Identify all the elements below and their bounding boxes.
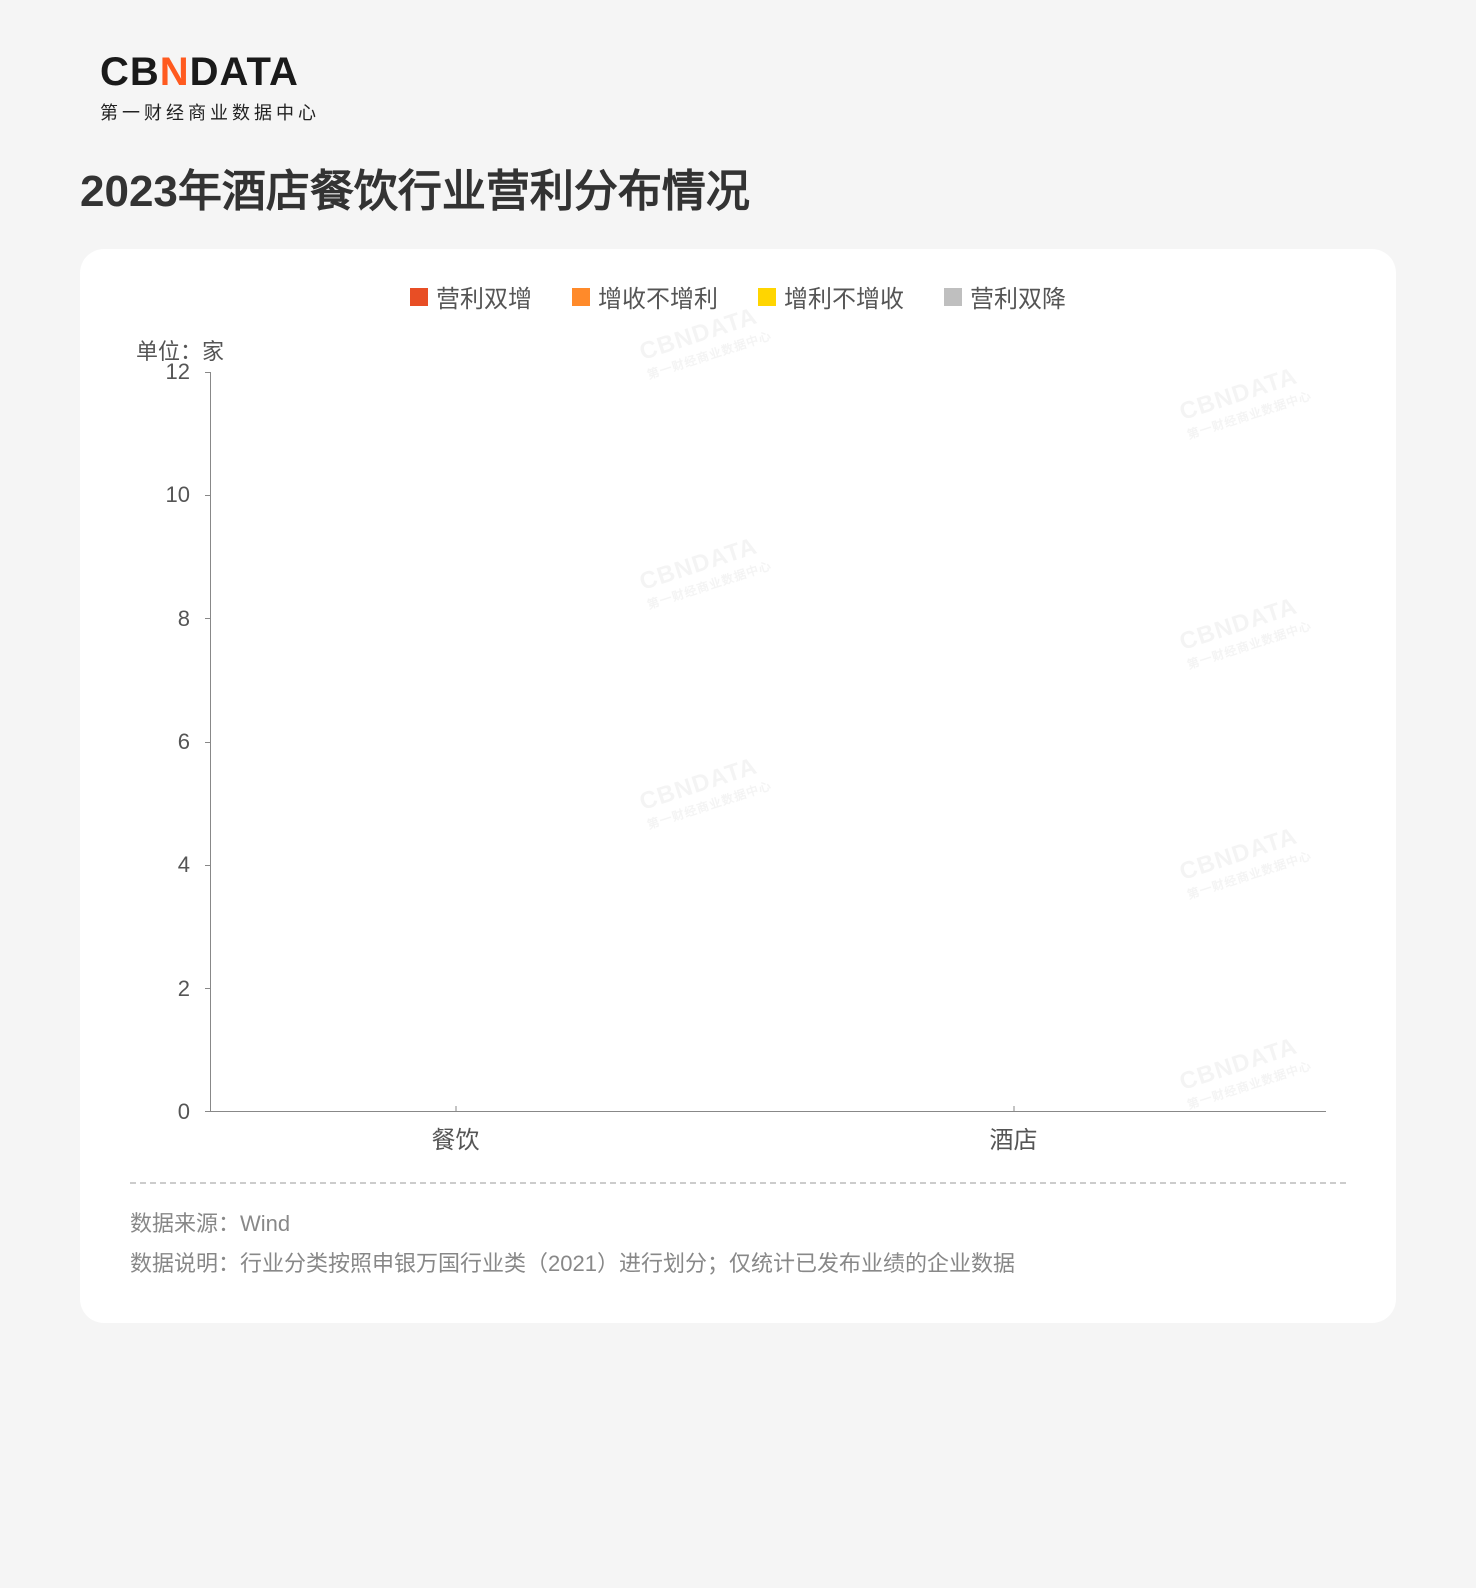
legend-item-rev_only: 增收不增利 [572, 279, 718, 314]
y-axis: 024681012 [140, 372, 200, 1112]
data-note: 数据说明：行业分类按照申银万国行业类（2021）进行划分；仅统计已发布业绩的企业… [130, 1244, 1346, 1284]
y-tick-mark [205, 372, 211, 373]
brand-logo: CBNDATA 第一财经商业数据中心 [100, 50, 1396, 125]
note-value: 行业分类按照申银万国行业类（2021）进行划分；仅统计已发布业绩的企业数据 [240, 1251, 1015, 1276]
y-tick-mark [205, 618, 211, 619]
legend-label: 营利双增 [436, 279, 532, 314]
legend-swatch [572, 288, 590, 306]
page-title: 2023年酒店餐饮行业营利分布情况 [80, 155, 1396, 219]
y-tick-mark [205, 495, 211, 496]
y-tick-label: 2 [178, 976, 190, 1002]
legend-label: 增利不增收 [784, 279, 904, 314]
legend-item-both_down: 营利双降 [944, 279, 1066, 314]
legend-item-prof_only: 增利不增收 [758, 279, 904, 314]
y-tick-label: 4 [178, 852, 190, 878]
logo-text: CBNDATA [100, 50, 1396, 95]
y-tick-mark [205, 988, 211, 989]
plot-area [210, 372, 1326, 1112]
chart-area: 024681012 餐饮酒店 [140, 372, 1346, 1152]
legend-swatch [758, 288, 776, 306]
legend-label: 增收不增利 [598, 279, 718, 314]
unit-label: 单位：家 [136, 334, 1346, 366]
y-tick-label: 6 [178, 729, 190, 755]
y-tick-label: 0 [178, 1099, 190, 1125]
chart-card: CBNDATA第一财经商业数据中心CBNDATA第一财经商业数据中心CBNDAT… [80, 249, 1396, 1323]
page-root: CBNDATA 第一财经商业数据中心 2023年酒店餐饮行业营利分布情况 CBN… [0, 0, 1476, 1588]
data-source: 数据来源：Wind [130, 1204, 1346, 1244]
logo-prefix: CB [100, 50, 160, 94]
y-tick-label: 8 [178, 606, 190, 632]
legend-swatch [410, 288, 428, 306]
separator [130, 1182, 1346, 1184]
legend-item-both_up: 营利双增 [410, 279, 532, 314]
note-label: 数据说明： [130, 1251, 240, 1276]
x-tick-mark [1013, 1106, 1014, 1112]
legend-swatch [944, 288, 962, 306]
x-category-label: 餐饮 [432, 1120, 480, 1155]
chart-legend: 营利双增 增收不增利 增利不增收 营利双降 [130, 279, 1346, 314]
logo-subtitle: 第一财经商业数据中心 [100, 99, 1396, 125]
logo-suffix: DATA [190, 50, 299, 94]
y-tick-label: 10 [166, 482, 190, 508]
x-tick-mark [455, 1106, 456, 1112]
logo-x: N [160, 50, 190, 94]
source-label: 数据来源： [130, 1211, 240, 1236]
x-axis-labels: 餐饮 酒店 [210, 1112, 1326, 1152]
y-tick-mark [205, 865, 211, 866]
source-value: Wind [240, 1211, 290, 1236]
legend-label: 营利双降 [970, 279, 1066, 314]
y-tick-label: 12 [166, 359, 190, 385]
x-category-label: 酒店 [990, 1120, 1038, 1155]
y-tick-mark [205, 742, 211, 743]
